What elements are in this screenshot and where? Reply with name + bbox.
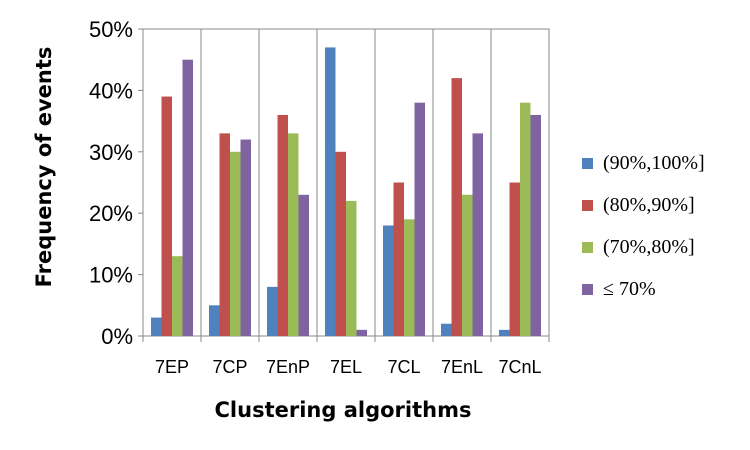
bar [240,139,251,336]
legend-label: ≤ 70% [603,277,656,300]
legend-swatch [582,283,593,295]
x-tick-label: 7CL [387,357,420,377]
legend-swatch [582,157,593,169]
legend-item: (90%,100%] [582,142,742,184]
bars-group [151,47,541,337]
bar [499,329,510,336]
bar [298,194,309,336]
bar [230,151,241,336]
bar [267,286,278,336]
bar [335,151,346,336]
bar [277,114,288,337]
bar [172,256,183,336]
bar [393,182,404,336]
legend-label: (90%,100%] [603,151,705,174]
x-tick-label: 7EL [330,357,362,377]
y-tick-label: 0% [101,324,133,349]
bar [441,323,452,336]
x-tick-label: 7EnL [441,357,483,377]
bar [520,102,531,337]
y-tick-label: 40% [89,78,133,103]
x-tick-label: 7CnL [498,357,541,377]
x-tick-label: 7EnP [266,357,310,377]
legend-item: ≤ 70% [582,268,742,310]
bar [414,102,425,337]
y-tick-label: 30% [89,140,133,165]
bar [356,329,367,336]
legend-item: (80%,90%] [582,184,742,226]
bar [462,194,473,336]
bar [151,317,162,336]
bar [182,59,193,336]
bar [451,78,462,337]
y-tick-label: 10% [89,263,133,288]
x-tick-label: 7EP [155,357,189,377]
x-tick-label: 7CP [212,357,247,377]
x-axis-ticks: 7EP 7CP 7EnP 7EL 7CL 7EnL 7CnL [155,357,542,377]
legend-swatch [582,199,593,211]
bar [209,305,220,336]
y-tick-label: 20% [89,201,133,226]
bar [161,96,172,336]
bar [288,133,299,336]
legend-label: (70%,80%] [603,235,695,258]
legend-label: (80%,90%] [603,193,695,216]
bar [383,225,394,336]
bar [325,47,336,337]
x-axis-title: Clustering algorithms [215,398,472,422]
bar [346,200,357,336]
bar [509,182,520,336]
legend-item: (70%,80%] [582,226,742,268]
bar [472,133,483,336]
bar [530,114,541,337]
y-axis-ticks: 0% 10% 20% 30% 40% 50% [89,17,143,349]
bar [219,133,230,336]
chart-legend: (90%,100%] (80%,90%] (70%,80%] ≤ 70% [582,142,742,310]
y-axis-title: Frequency of events [32,47,56,288]
y-tick-label: 50% [89,17,133,42]
bar [404,219,415,336]
legend-swatch [582,241,593,253]
